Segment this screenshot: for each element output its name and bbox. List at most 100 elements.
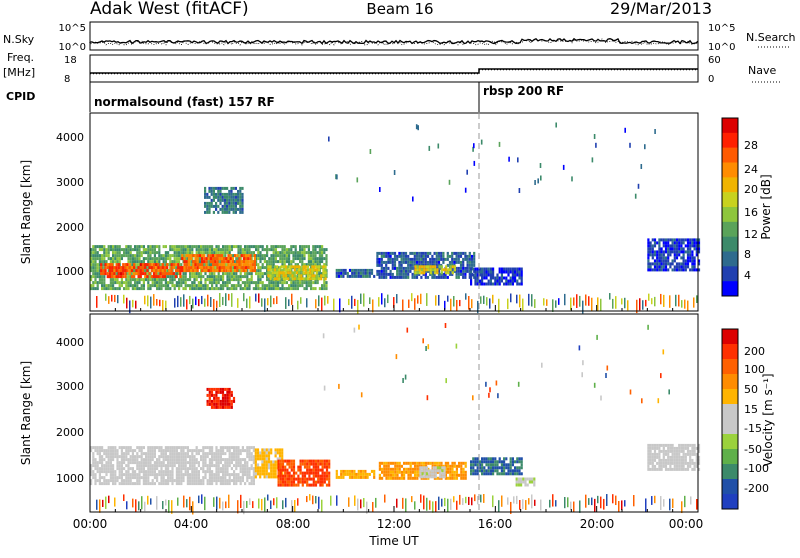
heatmap-cell <box>385 260 388 264</box>
heatmap-cell <box>470 260 474 264</box>
heatmap-cell <box>235 284 238 288</box>
heatmap-cell <box>136 482 139 486</box>
heatmap-cell <box>164 260 167 264</box>
heatmap-cell <box>503 282 506 286</box>
scatter-cell <box>335 174 337 180</box>
heatmap-cell <box>169 458 172 462</box>
heatmap-cell <box>222 467 225 471</box>
heatmap-cell <box>217 452 220 456</box>
heatmap-cell <box>149 470 152 474</box>
heatmap-cell <box>662 446 665 450</box>
heatmap-cell <box>164 455 167 459</box>
heatmap-cell <box>189 272 192 276</box>
heatmap-cell <box>234 266 237 270</box>
heatmap-cell <box>149 461 152 465</box>
heatmap-cell <box>189 455 192 459</box>
heatmap-cell <box>309 274 312 278</box>
heatmap-cell <box>276 274 279 278</box>
heatmap-cell <box>678 247 681 251</box>
heatmap-cell <box>202 287 205 291</box>
heatmap-cell <box>112 248 115 252</box>
heatmap-cell <box>680 265 683 269</box>
heatmap-cell <box>420 461 423 465</box>
heatmap-cell <box>105 254 108 258</box>
heatmap-cell <box>96 449 99 453</box>
heatmap-cell <box>660 464 663 468</box>
heatmap-cell <box>219 192 222 196</box>
heatmap-cell <box>208 281 211 285</box>
heatmap-cell <box>500 270 503 274</box>
heatmap-cell <box>303 459 307 463</box>
heatmap-cell <box>222 275 225 279</box>
heatmap-cell <box>108 269 112 273</box>
heatmap-cell <box>223 204 226 208</box>
heatmap-cell <box>459 260 463 264</box>
heatmap-cell <box>98 263 101 267</box>
heatmap-cell <box>321 248 324 252</box>
heatmap-cell <box>212 260 215 264</box>
heatmap-cell <box>140 260 143 264</box>
heatmap-cell <box>193 455 196 459</box>
heatmap-cell <box>647 241 650 245</box>
scatter-cell <box>624 127 626 133</box>
scatter-cell <box>539 163 542 168</box>
heatmap-cell <box>253 269 256 273</box>
heatmap-cell <box>118 251 121 255</box>
heatmap-cell <box>149 260 152 264</box>
heatmap-cell <box>415 275 419 279</box>
heatmap-cell <box>393 254 397 258</box>
heatmap-cell <box>158 461 161 465</box>
heatmap-cell <box>380 254 383 258</box>
heatmap-cell <box>443 475 446 479</box>
heatmap-cell <box>673 247 676 251</box>
clutter-cell <box>123 494 125 502</box>
clutter-cell <box>546 299 548 306</box>
heatmap-cell <box>684 265 687 269</box>
heatmap-cell <box>391 275 394 279</box>
heatmap-cell <box>217 402 220 406</box>
heatmap-cell <box>158 473 161 477</box>
heatmap-cell <box>161 275 164 279</box>
heatmap-cell <box>647 250 650 254</box>
heatmap-cell <box>90 266 93 270</box>
power-colorbar-swatch <box>722 162 738 178</box>
heatmap-cell <box>429 257 432 261</box>
heatmap-cell <box>273 265 277 269</box>
heatmap-cell <box>201 269 204 273</box>
heatmap-cell <box>96 284 99 288</box>
heatmap-cell <box>481 267 484 271</box>
heatmap-cell <box>277 245 280 249</box>
clutter-cell <box>150 296 152 309</box>
heatmap-cell <box>228 473 231 477</box>
heatmap-cell <box>203 260 206 264</box>
heatmap-cell <box>204 284 207 288</box>
heatmap-cell <box>175 254 178 258</box>
heatmap-cell <box>524 483 527 487</box>
heatmap-cell <box>281 245 284 249</box>
heatmap-cell <box>518 270 521 274</box>
heatmap-cell <box>647 452 650 456</box>
heatmap-cell <box>382 251 386 255</box>
heatmap-cell <box>206 470 209 474</box>
heatmap-cell <box>321 483 324 487</box>
heatmap-cell <box>180 278 183 282</box>
heatmap-cell <box>116 458 119 462</box>
heatmap-cell <box>387 476 390 480</box>
heatmap-cell <box>235 449 238 453</box>
heatmap-cell <box>237 284 240 288</box>
heatmap-cell <box>167 479 170 483</box>
heatmap-cell <box>449 464 452 468</box>
heatmap-cell <box>234 201 237 205</box>
clutter-cell <box>684 495 686 508</box>
heatmap-cell <box>106 275 109 279</box>
power-colorbar-swatch <box>722 132 738 148</box>
heatmap-cell <box>509 279 512 283</box>
heatmap-cell <box>213 479 216 483</box>
heatmap-cell <box>325 477 329 481</box>
heatmap-cell <box>215 402 218 406</box>
heatmap-cell <box>175 260 178 264</box>
velocity-colorbar-swatch <box>722 419 738 435</box>
heatmap-cell <box>283 260 286 264</box>
heatmap-cell <box>169 461 172 465</box>
